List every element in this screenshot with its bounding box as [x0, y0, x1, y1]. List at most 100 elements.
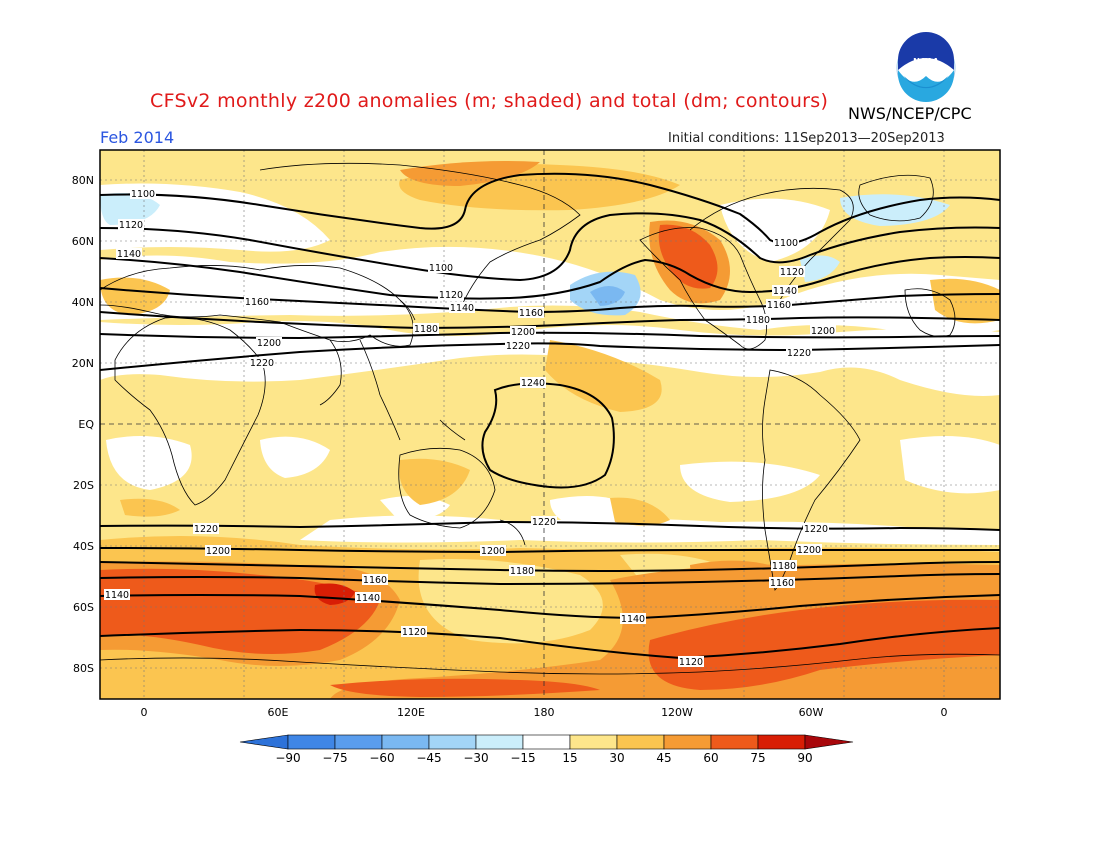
lon-label: 120E [397, 706, 425, 719]
svg-text:1200: 1200 [511, 327, 535, 338]
contour-label: 1200 [810, 325, 836, 337]
negative-anomaly-regions [100, 192, 950, 316]
colorbar-label: −90 [275, 751, 300, 765]
lon-label: 0 [941, 706, 948, 719]
contour-label: 1140 [116, 248, 142, 260]
colorbar-arrow-right [804, 734, 854, 750]
svg-text:1200: 1200 [481, 546, 505, 557]
contour-label: 1240 [520, 377, 546, 389]
longitude-labels: 0 60E 120E 180 120W 60W 0 [141, 706, 948, 719]
contour-label: 1160 [769, 577, 795, 589]
svg-text:1180: 1180 [746, 315, 770, 326]
contour-label: 1220 [531, 516, 557, 528]
svg-text:1160: 1160 [519, 308, 543, 319]
colorbar-swatch [334, 734, 383, 750]
colorbar-label: −60 [369, 751, 394, 765]
lat-label: 80N [72, 174, 94, 187]
colorbar-swatch [287, 734, 336, 750]
lon-label: 0 [141, 706, 148, 719]
contour-label: 1200 [256, 337, 282, 349]
contour-label: 1220 [193, 523, 219, 535]
contour-label: 1140 [449, 302, 475, 314]
height-contours [100, 172, 1000, 660]
contour-label: 1120 [779, 266, 805, 278]
svg-text:1120: 1120 [679, 657, 703, 668]
colorbar-label: 75 [750, 751, 765, 765]
colorbar-swatch [522, 734, 571, 750]
colorbar-label: 15 [562, 751, 577, 765]
svg-text:1120: 1120 [402, 627, 426, 638]
lat-label: 20S [73, 479, 94, 492]
lat-label: EQ [78, 418, 94, 431]
svg-text:1180: 1180 [414, 324, 438, 335]
contour-label: 1200 [510, 326, 536, 338]
colorbar-swatch [663, 734, 712, 750]
latitude-labels: 80N 60N 40N 20N EQ 20S 40S 60S 80S [72, 174, 95, 675]
contour-label: 1160 [518, 307, 544, 319]
contour-label: 1100 [773, 237, 799, 249]
equator-dateline [100, 150, 1000, 699]
contour-label: 1160 [766, 299, 792, 311]
map-frame [99, 149, 1001, 700]
contour-label: 1120 [438, 289, 464, 301]
contour-label: 1120 [118, 219, 144, 231]
svg-text:1180: 1180 [510, 566, 534, 577]
svg-text:1100: 1100 [429, 263, 453, 274]
svg-text:1220: 1220 [804, 524, 828, 535]
contour-label: 1180 [745, 314, 771, 326]
lat-label: 40N [72, 296, 94, 309]
colorbar-label: −15 [510, 751, 535, 765]
lon-label: 60E [268, 706, 289, 719]
colorbar-swatch [569, 734, 618, 750]
colorbar-swatch [616, 734, 665, 750]
contour-label: 1160 [362, 574, 388, 586]
colorbar-label: −45 [416, 751, 441, 765]
colorbar-arrow-left [239, 734, 289, 750]
svg-text:1160: 1160 [767, 300, 791, 311]
svg-text:1200: 1200 [797, 545, 821, 556]
svg-text:1160: 1160 [245, 297, 269, 308]
svg-text:1220: 1220 [532, 517, 556, 528]
contour-label: 1120 [401, 626, 427, 638]
lat-label: 40S [73, 540, 94, 553]
contour-label: 1220 [803, 523, 829, 535]
svg-text:1140: 1140 [450, 303, 474, 314]
colorbar-swatch [710, 734, 759, 750]
colorbar-swatch [475, 734, 524, 750]
svg-text:1100: 1100 [774, 238, 798, 249]
colorbar-label: 60 [703, 751, 718, 765]
contour-label: 1140 [104, 589, 130, 601]
colorbar-swatch [757, 734, 806, 750]
initial-conditions: Initial conditions: 11Sep2013—20Sep2013 [668, 131, 945, 146]
svg-text:1160: 1160 [770, 578, 794, 589]
svg-text:NOAA: NOAA [913, 57, 939, 66]
colorbar-label: 45 [656, 751, 671, 765]
colorbar-swatch [381, 734, 430, 750]
contour-label: 1100 [130, 188, 156, 200]
colorbar-label: −75 [322, 751, 347, 765]
noaa-logo: NOAA [896, 32, 956, 102]
lat-label: 60S [73, 601, 94, 614]
svg-text:1200: 1200 [206, 546, 230, 557]
lon-label: 60W [799, 706, 824, 719]
contour-label: 1200 [205, 545, 231, 557]
svg-text:1180: 1180 [772, 561, 796, 572]
contour-label: 1220 [505, 340, 531, 352]
lat-label: 20N [72, 357, 94, 370]
agency-label: NWS/NCEP/CPC [848, 104, 972, 123]
coastlines [100, 162, 1000, 675]
svg-text:1140: 1140 [773, 286, 797, 297]
svg-text:1120: 1120 [780, 267, 804, 278]
lat-label: 80S [73, 662, 94, 675]
map-field: 1100 1120 1140 1160 1200 1220 1100 1120 … [100, 150, 1000, 699]
svg-text:1120: 1120 [119, 220, 143, 231]
colorbar: −90 −75 −60 −45 −30 −15 15 30 45 60 75 90 [239, 734, 854, 765]
contour-label: 1140 [355, 592, 381, 604]
svg-text:1140: 1140 [356, 593, 380, 604]
svg-text:1140: 1140 [105, 590, 129, 601]
colorbar-label: −30 [463, 751, 488, 765]
contour-label: 1100 [428, 262, 454, 274]
contour-label: 1180 [509, 565, 535, 577]
svg-text:1220: 1220 [194, 524, 218, 535]
